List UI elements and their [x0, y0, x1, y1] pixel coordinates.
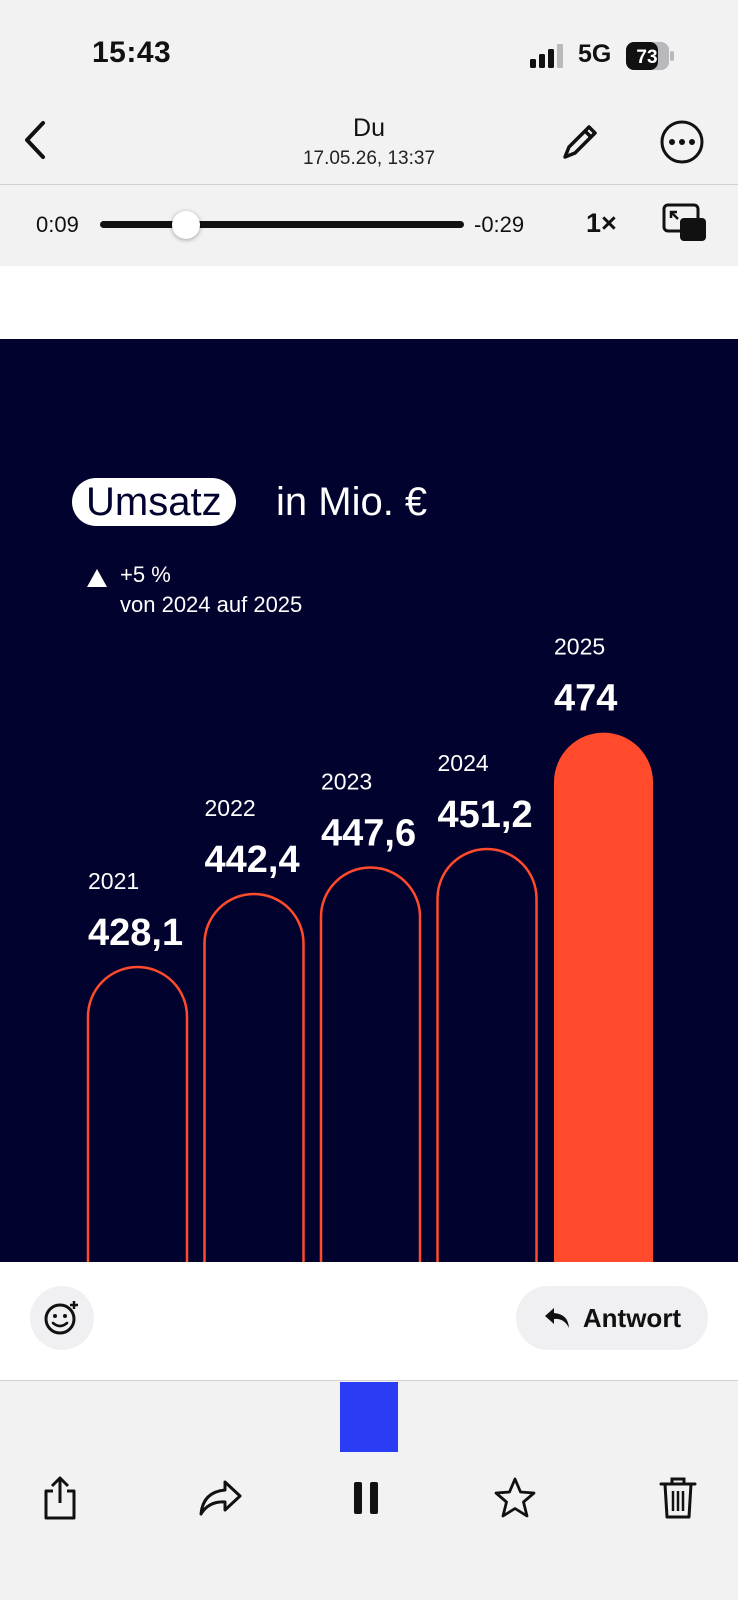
chart-year-label: 2025 — [554, 634, 605, 660]
battery-icon: 73 — [626, 42, 674, 70]
picture-in-picture-icon — [662, 203, 706, 241]
add-reaction-button[interactable] — [30, 1286, 94, 1350]
revenue-chart: 2021 428,1 2022 442,4 2023 447,6 2024 451,2 2025… — [86, 634, 653, 1262]
chart-image[interactable]: 2021 428,1 2022 442,4 2023 447,6 2024 451,2 2025… — [0, 339, 738, 1262]
chart-year-label: 2024 — [438, 750, 489, 776]
share-icon — [44, 1476, 76, 1520]
scrubber-thumb[interactable] — [171, 211, 200, 239]
growth-value: +5 % — [120, 562, 171, 587]
reply-label: Antwort — [582, 1302, 682, 1333]
chart-year-label: 2021 — [88, 868, 139, 894]
chart-value-label: 447,6 — [321, 812, 416, 854]
reply-button[interactable]: Antwort — [516, 1286, 708, 1350]
reply-arrow-icon — [544, 1308, 569, 1328]
signal-icon — [530, 44, 563, 68]
delete-button[interactable] — [650, 1470, 706, 1526]
forward-icon — [199, 1480, 242, 1516]
chart-bar-2025 — [554, 732, 653, 1262]
ellipsis-circle-icon — [660, 120, 704, 164]
chart-value-label: 474 — [554, 678, 617, 720]
chart-bar-2022 — [203, 892, 305, 1262]
chevron-left-icon — [25, 121, 45, 159]
trash-icon — [659, 1477, 697, 1519]
media-top-band — [0, 266, 738, 339]
share-button[interactable] — [32, 1470, 88, 1526]
back-button[interactable] — [10, 115, 60, 165]
edit-button[interactable] — [554, 116, 606, 168]
chart-bar-2023 — [319, 866, 422, 1262]
chart-title-suffix: in Mio. € — [276, 480, 428, 524]
chart-value-label: 428,1 — [88, 912, 183, 954]
star-icon — [494, 1477, 536, 1518]
growth-description: von 2024 auf 2025 — [120, 592, 303, 617]
status-time: 15:43 — [92, 36, 172, 69]
toolbar-divider — [0, 1380, 738, 1381]
message-timestamp: 17.05.26, 13:37 — [302, 148, 436, 169]
chart-value-label: 442,4 — [205, 839, 300, 881]
chart-bar-2024 — [436, 847, 538, 1262]
network-type: 5G — [578, 40, 612, 68]
picture-in-picture-button[interactable] — [660, 203, 710, 243]
more-options-button[interactable] — [656, 116, 708, 168]
highlight-block — [340, 1382, 398, 1452]
triangle-up-icon — [87, 569, 107, 587]
chart-title-pill: Umsatz — [72, 478, 236, 526]
chart-bar-2021 — [86, 965, 189, 1262]
chart-year-label: 2023 — [321, 768, 372, 794]
chart-value-label: 451,2 — [438, 794, 533, 836]
playback-speed-button[interactable]: 1× — [586, 208, 617, 238]
remaining-time: -0:29 — [474, 212, 525, 237]
add-reaction-icon — [44, 1301, 78, 1335]
conversation-title: Du — [353, 114, 385, 142]
forward-button[interactable] — [192, 1470, 248, 1526]
pause-button[interactable] — [338, 1470, 394, 1526]
star-button[interactable] — [487, 1470, 543, 1526]
elapsed-time: 0:09 — [36, 212, 79, 237]
pause-icon — [354, 1482, 378, 1514]
chart-year-label: 2022 — [205, 795, 256, 821]
pencil-icon — [563, 125, 597, 159]
header-divider — [0, 184, 738, 185]
battery-level: 73 — [636, 47, 657, 68]
playback-scrubber[interactable] — [100, 221, 464, 228]
